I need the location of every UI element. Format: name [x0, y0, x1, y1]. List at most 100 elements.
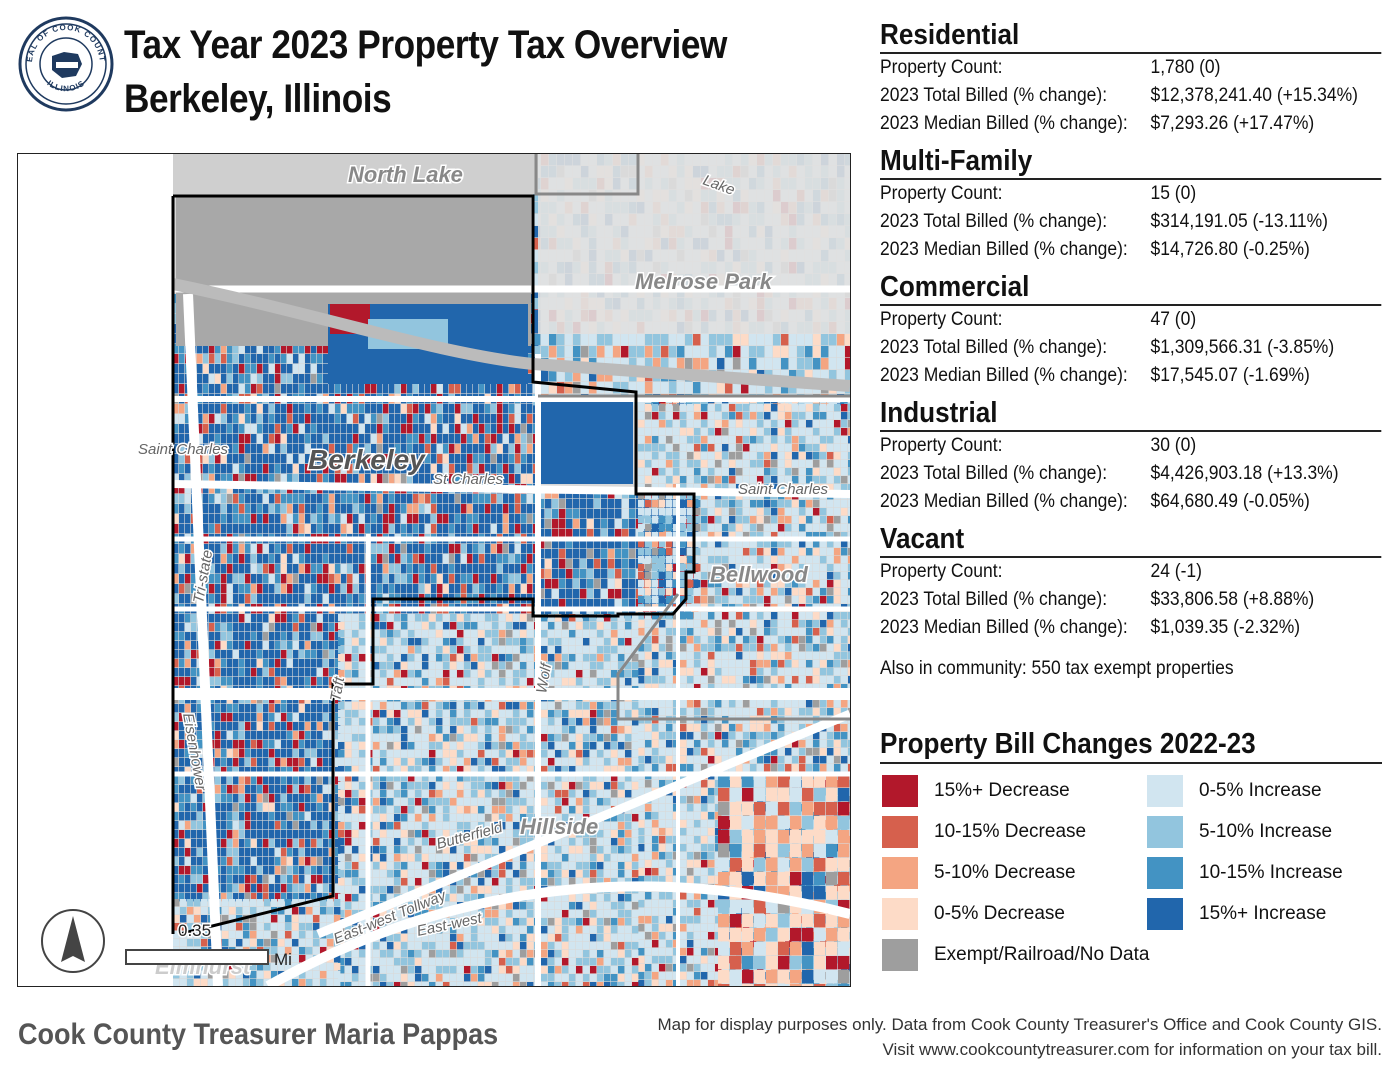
stat-row-total: 2023 Total Billed (% change): $12,378,241…	[880, 82, 1382, 110]
legend-item: 5-10% Increase	[1147, 816, 1332, 848]
stats-panel: Residential Property Count: 1,780 (0) 2023 …	[880, 18, 1382, 680]
street-saint-charles-east: Saint Charles	[738, 481, 829, 498]
footer-disclaimer-line-2: Visit www.cookcountytreasurer.com for in…	[882, 1040, 1382, 1059]
stat-row-count: Property Count: 24 (-1)	[880, 558, 1382, 586]
stat-value: $7,293.26 (+17.47%)	[1150, 113, 1315, 134]
footer-credit: Cook County Treasurer Maria Pappas	[18, 1018, 499, 1051]
stat-value: $1,039.35 (-2.32%)	[1150, 617, 1301, 638]
stat-label: 2023 Total Billed (% change):	[880, 463, 1108, 484]
label-berkeley: Berkeley	[308, 444, 426, 475]
stat-row-count: Property Count: 15 (0)	[880, 180, 1382, 208]
stat-row-count: Property Count: 30 (0)	[880, 432, 1382, 460]
legend-label: Exempt/Railroad/No Data	[934, 944, 1150, 965]
stat-label: 2023 Median Billed (% change):	[880, 113, 1128, 134]
legend-item: Exempt/Railroad/No Data	[882, 939, 1149, 971]
stat-value: 47 (0)	[1150, 309, 1197, 330]
stats-section-residential: Residential Property Count: 1,780 (0) 2023 …	[880, 18, 1382, 138]
legend-label: 10-15% Increase	[1199, 862, 1343, 883]
stat-label: 2023 Median Billed (% change):	[880, 617, 1128, 638]
stat-row-median: 2023 Median Billed (% change): $7,293.26 …	[880, 110, 1382, 138]
label-hillside: Hillside	[520, 814, 598, 839]
title-line-1: Tax Year 2023 Property Tax Overview	[124, 23, 727, 67]
legend-label: 5-10% Decrease	[934, 862, 1076, 883]
stat-row-median: 2023 Median Billed (% change): $1,039.35 …	[880, 614, 1382, 642]
svg-text:ILLINOIS: ILLINOIS	[45, 79, 86, 94]
legend-swatch	[882, 816, 918, 848]
footer-disclaimer-line-1: Map for display purposes only. Data from…	[657, 1015, 1382, 1034]
section-heading: Residential	[880, 18, 1382, 54]
legend-label: 0-5% Decrease	[934, 903, 1065, 924]
stat-value: $1,309,566.31 (-3.85%)	[1150, 337, 1335, 358]
label-north-lake: North Lake	[348, 162, 463, 187]
seal-text-bottom: ILLINOIS	[45, 79, 85, 94]
legend-title: Property Bill Changes 2022-23	[880, 726, 1382, 764]
stat-row-median: 2023 Median Billed (% change): $14,726.80…	[880, 236, 1382, 264]
section-heading: Multi-Family	[880, 144, 1382, 180]
stat-value: $314,191.05 (-13.11%)	[1150, 211, 1328, 232]
legend-swatch	[882, 857, 918, 889]
scale-unit: Mi	[274, 950, 292, 969]
legend-item: 15%+ Decrease	[882, 775, 1070, 807]
stat-label: 2023 Median Billed (% change):	[880, 239, 1128, 260]
legend-label: 15%+ Increase	[1199, 903, 1327, 924]
legend-swatch	[1147, 775, 1183, 807]
exempt-note: Also in community: 550 tax exempt proper…	[880, 658, 1234, 679]
section-heading: Vacant	[880, 522, 1382, 558]
stat-label: 2023 Median Billed (% change):	[880, 491, 1128, 512]
stat-label: Property Count:	[880, 57, 1003, 78]
stat-row-total: 2023 Total Billed (% change): $33,806.58 …	[880, 586, 1382, 614]
stats-section-commercial: Commercial Property Count: 47 (0) 2023 Tota…	[880, 270, 1382, 390]
street-saint-charles-west: Saint Charles	[138, 441, 229, 458]
legend-item: 5-10% Decrease	[882, 857, 1076, 889]
stat-value: $12,378,241.40 (+15.34%)	[1150, 85, 1358, 106]
legend-item: 10-15% Decrease	[882, 816, 1086, 848]
title-line-2: Berkeley, Illinois	[124, 77, 392, 121]
legend-swatch	[1147, 898, 1183, 930]
stat-value: $4,426,903.18 (+13.3%)	[1150, 463, 1339, 484]
stat-value: 24 (-1)	[1150, 561, 1202, 582]
stat-value: 1,780 (0)	[1150, 57, 1221, 78]
legend-item: 10-15% Increase	[1147, 857, 1343, 889]
legend-swatch	[882, 939, 918, 971]
stat-value: $14,726.80 (-0.25%)	[1150, 239, 1310, 260]
section-heading: Industrial	[880, 396, 1382, 432]
stats-section-multi-family: Multi-Family Property Count: 15 (0) 2023 To…	[880, 144, 1382, 264]
stat-label: 2023 Median Billed (% change):	[880, 365, 1128, 386]
label-bellwood: Bellwood	[710, 562, 808, 587]
street-st-charles: St Charles	[433, 471, 504, 488]
stat-row-count: Property Count: 47 (0)	[880, 306, 1382, 334]
section-heading: Commercial	[880, 270, 1382, 306]
stat-label: Property Count:	[880, 435, 1003, 456]
legend-swatch	[1147, 816, 1183, 848]
stat-label: 2023 Total Billed (% change):	[880, 211, 1108, 232]
legend-swatch	[882, 898, 918, 930]
tax-map[interactable]: North Lake Melrose Park Berkeley Bellwoo…	[17, 153, 851, 987]
legend-swatch	[882, 775, 918, 807]
legend-label: 10-15% Decrease	[934, 821, 1087, 842]
stat-label: 2023 Total Billed (% change):	[880, 589, 1108, 610]
scale-value: 0.35	[178, 921, 211, 940]
stat-label: Property Count:	[880, 561, 1003, 582]
stat-label: Property Count:	[880, 183, 1003, 204]
stat-row-median: 2023 Median Billed (% change): $17,545.07…	[880, 362, 1382, 390]
stat-value: 30 (0)	[1150, 435, 1197, 456]
stat-label: 2023 Total Billed (% change):	[880, 337, 1108, 358]
stat-value: $33,806.58 (+8.88%)	[1150, 589, 1315, 610]
north-arrow-icon	[41, 909, 105, 973]
stat-value: $17,545.07 (-1.69%)	[1150, 365, 1310, 386]
stat-label: Property Count:	[880, 309, 1003, 330]
stat-row-median: 2023 Median Billed (% change): $64,680.49…	[880, 488, 1382, 516]
stat-row-total: 2023 Total Billed (% change): $1,309,566.…	[880, 334, 1382, 362]
stat-label: 2023 Total Billed (% change):	[880, 85, 1108, 106]
legend-item: 0-5% Increase	[1147, 775, 1322, 807]
legend-swatch	[1147, 857, 1183, 889]
cook-county-seal: SEAL OF COOK COUNTY ILLINOIS	[18, 16, 114, 112]
stat-row-count: Property Count: 1,780 (0)	[880, 54, 1382, 82]
stats-section-vacant: Vacant Property Count: 24 (-1) 2023 Total B…	[880, 522, 1382, 642]
legend-label: 0-5% Increase	[1199, 780, 1322, 801]
stat-value: 15 (0)	[1150, 183, 1197, 204]
footer-disclaimer: Map for display purposes only. Data from…	[657, 1012, 1382, 1062]
page-title: Tax Year 2023 Property Tax Overview Berk…	[124, 18, 727, 126]
legend-label: 15%+ Decrease	[934, 780, 1070, 801]
stat-value: $64,680.49 (-0.05%)	[1150, 491, 1310, 512]
